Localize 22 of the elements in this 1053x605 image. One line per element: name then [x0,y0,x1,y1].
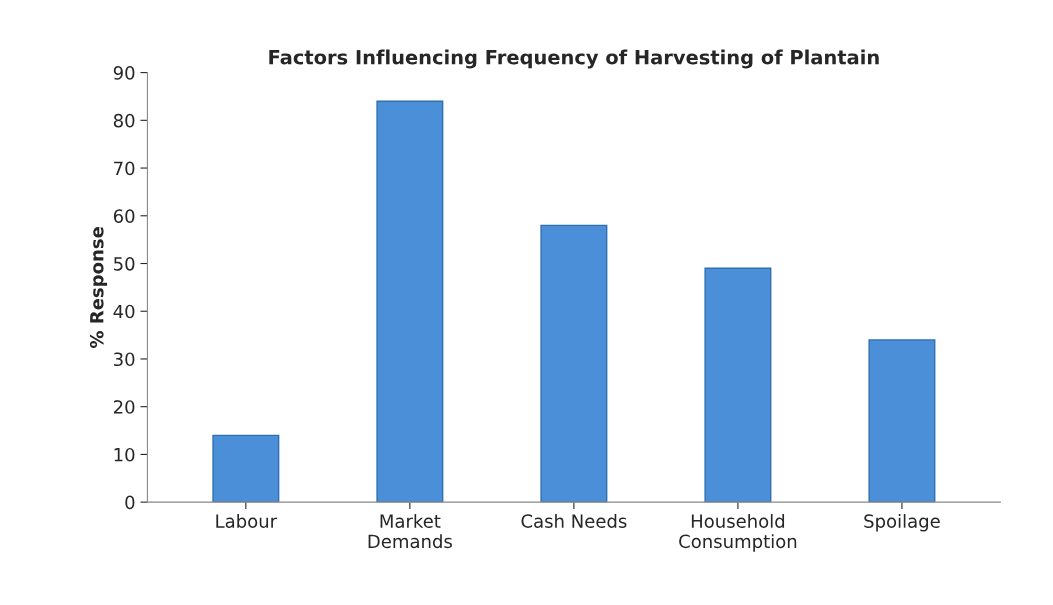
y-tick-label: 90 [113,66,135,80]
y-tick-label: 30 [114,352,135,367]
y-axis-title: % Response [89,227,108,349]
bar [868,339,936,503]
bar [540,224,608,503]
y-tick-label: 50 [114,256,135,271]
bar [704,267,772,503]
x-tick-label: Cash Needs [521,513,627,528]
y-tick-label: 60 [113,209,135,223]
x-tick-label: Spoilage [864,513,940,532]
y-tick-label: 0 [125,495,135,510]
chart-title: Factors Influencing Frequency of Harvesting of Plantain [269,49,879,69]
x-tick-label: Household Consumption [679,513,797,552]
x-tick-label: Labour [216,513,278,528]
y-tick-label: 20 [113,400,135,414]
y-tick-label: 10 [114,447,135,462]
x-tick-label: Market Demands [368,513,452,549]
y-tick-label: 40 [113,304,135,319]
y-tick-label: 80 [113,113,135,128]
y-tick-label: 70 [114,161,135,176]
bar [212,434,280,503]
bar [376,100,444,503]
